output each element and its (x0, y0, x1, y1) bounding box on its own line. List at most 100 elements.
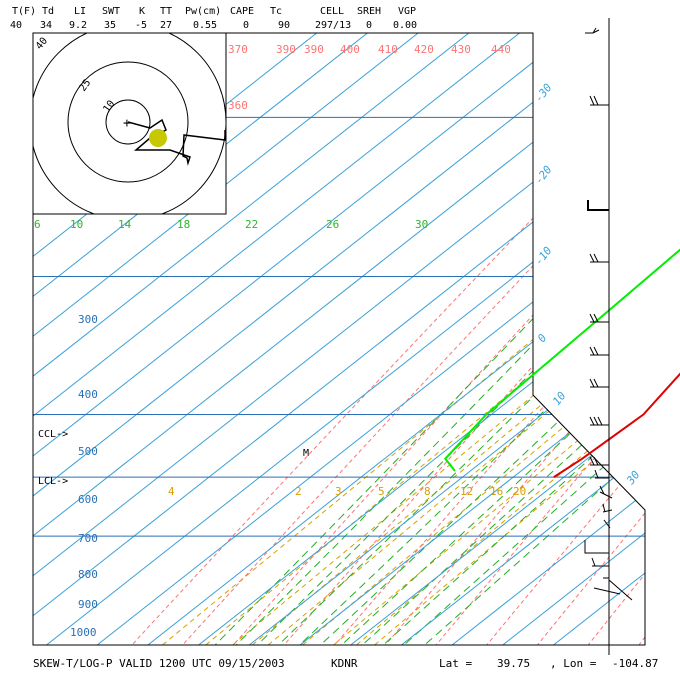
footer-lon-label: , Lon = (550, 657, 597, 670)
dry-adiabat-label: 390 (276, 43, 296, 56)
pressure-label: 800 (78, 568, 98, 581)
wind-barb (594, 469, 609, 479)
header-value: -5 (135, 20, 147, 31)
isotherm-line (33, 33, 645, 645)
header-label: CAPE (230, 6, 254, 17)
wind-barb (599, 485, 613, 499)
dry-adiabat-label: 370 (228, 43, 248, 56)
header-label: Pw(cm) (185, 6, 221, 17)
footer-lat-label: Lat = (439, 657, 472, 670)
moist-adiabat-line (205, 33, 645, 645)
header-value: 0.55 (193, 20, 217, 31)
isotherm-line (33, 33, 645, 645)
moist-adiabat-line (326, 33, 645, 645)
dry-adiabat-label: 410 (378, 43, 398, 56)
pressure-label: 400 (78, 388, 98, 401)
moist-adiabat-label: 30 (415, 218, 428, 231)
moist-adiabat-label: 22 (245, 218, 258, 231)
footer-lat-value: 39.75 (497, 657, 530, 670)
wind-barb (602, 503, 613, 513)
header-label: SWT (102, 6, 120, 17)
wind-barb (591, 557, 609, 567)
isotherm-label: 0 (535, 331, 550, 345)
header-label: LI (74, 6, 86, 17)
moist-adiabat-line (367, 33, 645, 645)
dry-adiabat-label: 420 (414, 43, 434, 56)
wind-barb (589, 313, 609, 323)
isotherm-label: -20 (532, 163, 555, 187)
isotherm-label: 10 (550, 389, 569, 408)
hodograph-trace (127, 118, 226, 166)
header-value: 0 (243, 20, 249, 31)
dry-adiabat-label: 400 (340, 43, 360, 56)
pressure-label: 600 (78, 493, 98, 506)
dry-adiabat-line (548, 33, 645, 645)
pressure-label: 300 (78, 313, 98, 326)
header-label: Td (42, 6, 54, 17)
moist-adiabats (164, 33, 645, 645)
isotherm-label: -10 (532, 244, 555, 268)
moist-adiabat-label: 10 (70, 218, 83, 231)
hodograph-origin: + (123, 116, 131, 131)
mixing-ratio-label: 4 (168, 485, 175, 498)
m-marker: M (303, 448, 309, 459)
pressure-label: 900 (78, 598, 98, 611)
wind-barb (603, 519, 611, 529)
lcl-marker: LCL-> (38, 476, 68, 487)
isotherm-line (33, 33, 645, 645)
dry-adiabat-line (393, 33, 645, 645)
pressure-label: 700 (78, 532, 98, 545)
header-label: SREH (357, 6, 381, 17)
mixing-ratio-line (333, 116, 645, 645)
moist-adiabat-line (184, 33, 645, 645)
footer: SKEW-T/LOG-P VALID 1200 UTC 09/15/2003 K… (33, 657, 658, 670)
pressure-label: 1000 (70, 626, 97, 639)
hodograph-ring (105, 99, 151, 145)
temperature-line (553, 372, 680, 478)
mixing-ratio-label: 2 (295, 485, 302, 498)
mixing-ratio-label: 3 (335, 485, 342, 498)
dry-adiabat-line (496, 33, 645, 645)
isotherm-line (451, 33, 645, 645)
dry-adiabat-line (188, 33, 645, 645)
isotherm-line (33, 33, 645, 645)
isotherm-line (350, 33, 645, 645)
footer-station: KDNR (331, 657, 358, 670)
header-value: 27 (160, 20, 172, 31)
mixing-ratio-label: 12 (460, 485, 473, 498)
header-label: Tc (270, 6, 282, 17)
isotherm-line (33, 33, 645, 645)
plot-frame (32, 32, 646, 646)
wind-barb (589, 378, 609, 388)
moist-adiabat-label: 26 (326, 218, 339, 231)
header-value: 9.2 (69, 20, 87, 31)
wind-barbs (584, 18, 633, 655)
header-label: VGP (398, 6, 416, 17)
pressure-label: 500 (78, 445, 98, 458)
header-value: 40 (10, 20, 22, 31)
dry-adiabat-label: 360 (228, 99, 248, 112)
mixing-ratio-label: 8 (424, 485, 431, 498)
moist-adiabat-label: 18 (177, 218, 190, 231)
header-label: TT (160, 6, 172, 17)
header-value: 34 (40, 20, 52, 31)
wind-barb (589, 346, 609, 356)
header-value: 0.00 (393, 20, 417, 31)
wind-barb (589, 416, 609, 426)
moist-adiabat-line (225, 33, 645, 645)
isotherm-line (33, 33, 645, 645)
hodograph-inset: + 10 25 40 (32, 32, 227, 215)
moist-adiabat-line (306, 33, 645, 645)
dewpoint-line (443, 248, 680, 472)
isotherm-line (33, 33, 645, 645)
wind-barb (593, 579, 633, 601)
mixing-ratio-line (374, 116, 645, 645)
isotherm-line (33, 33, 645, 645)
header-label: T(F) (12, 6, 36, 17)
isotherm-line (33, 33, 645, 645)
dry-adiabat-line (445, 33, 645, 645)
isotherm-label: -30 (532, 81, 555, 105)
grid-labels: 300 400 500 600 700 800 900 1000 -30 -20… (34, 43, 643, 639)
dry-adiabats (85, 33, 645, 645)
